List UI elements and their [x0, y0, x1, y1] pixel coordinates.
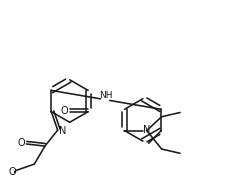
Text: N: N: [59, 126, 66, 136]
Text: O: O: [61, 106, 68, 116]
Text: O: O: [9, 167, 16, 177]
Text: N: N: [143, 125, 150, 135]
Text: O: O: [17, 138, 25, 148]
Text: NH: NH: [99, 91, 112, 100]
